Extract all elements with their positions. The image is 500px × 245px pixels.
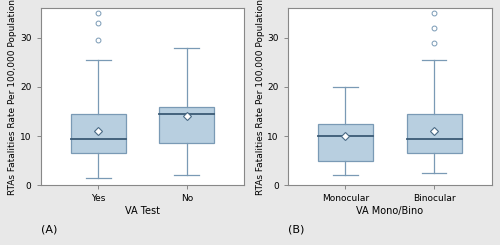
FancyBboxPatch shape <box>71 114 126 153</box>
Text: (B): (B) <box>288 224 304 234</box>
FancyBboxPatch shape <box>318 124 373 161</box>
FancyBboxPatch shape <box>406 114 462 153</box>
X-axis label: VA Test: VA Test <box>125 206 160 216</box>
FancyBboxPatch shape <box>160 107 214 143</box>
Y-axis label: RTAs Fatalities Rate Per 100,000 Population: RTAs Fatalities Rate Per 100,000 Populat… <box>256 0 264 195</box>
Text: (A): (A) <box>40 224 57 234</box>
X-axis label: VA Mono/Bino: VA Mono/Bino <box>356 206 424 216</box>
Y-axis label: RTAs Fatalities Rate Per 100,000 Population: RTAs Fatalities Rate Per 100,000 Populat… <box>8 0 18 195</box>
